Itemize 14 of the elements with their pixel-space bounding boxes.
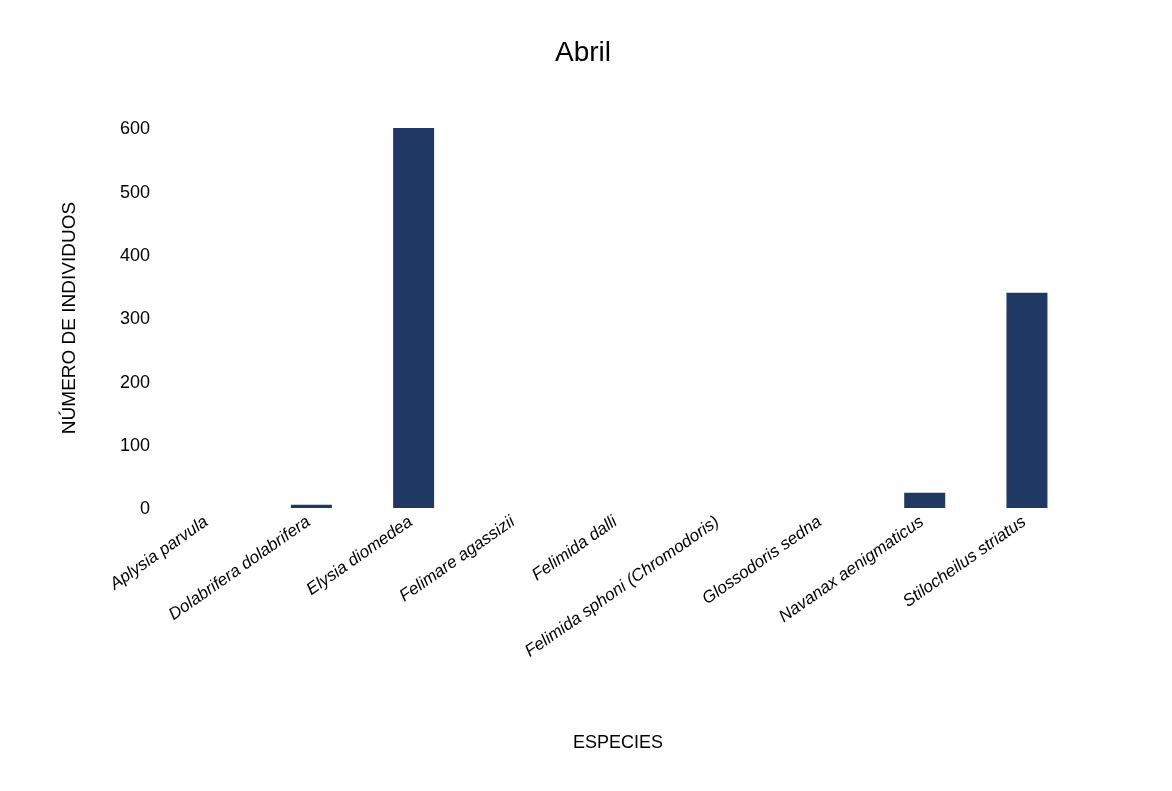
- bar: [290, 504, 332, 508]
- y-tick-label: 300: [119, 308, 150, 329]
- y-tick-label: 600: [119, 118, 150, 139]
- y-tick-label: 200: [119, 371, 150, 392]
- x-axis-title: ESPECIES: [572, 732, 664, 752]
- chart-title: Abril: [554, 35, 612, 69]
- y-tick-label: 500: [119, 181, 150, 202]
- y-axis-title: NÚMERO DE INDIVIDUOS: [57, 201, 79, 435]
- y-tick-label: 100: [119, 435, 150, 456]
- y-tick-label: 400: [119, 245, 150, 266]
- bar: [393, 128, 435, 508]
- y-tick-label: 0: [139, 498, 150, 519]
- bar: [904, 492, 946, 508]
- bar: [1006, 292, 1048, 508]
